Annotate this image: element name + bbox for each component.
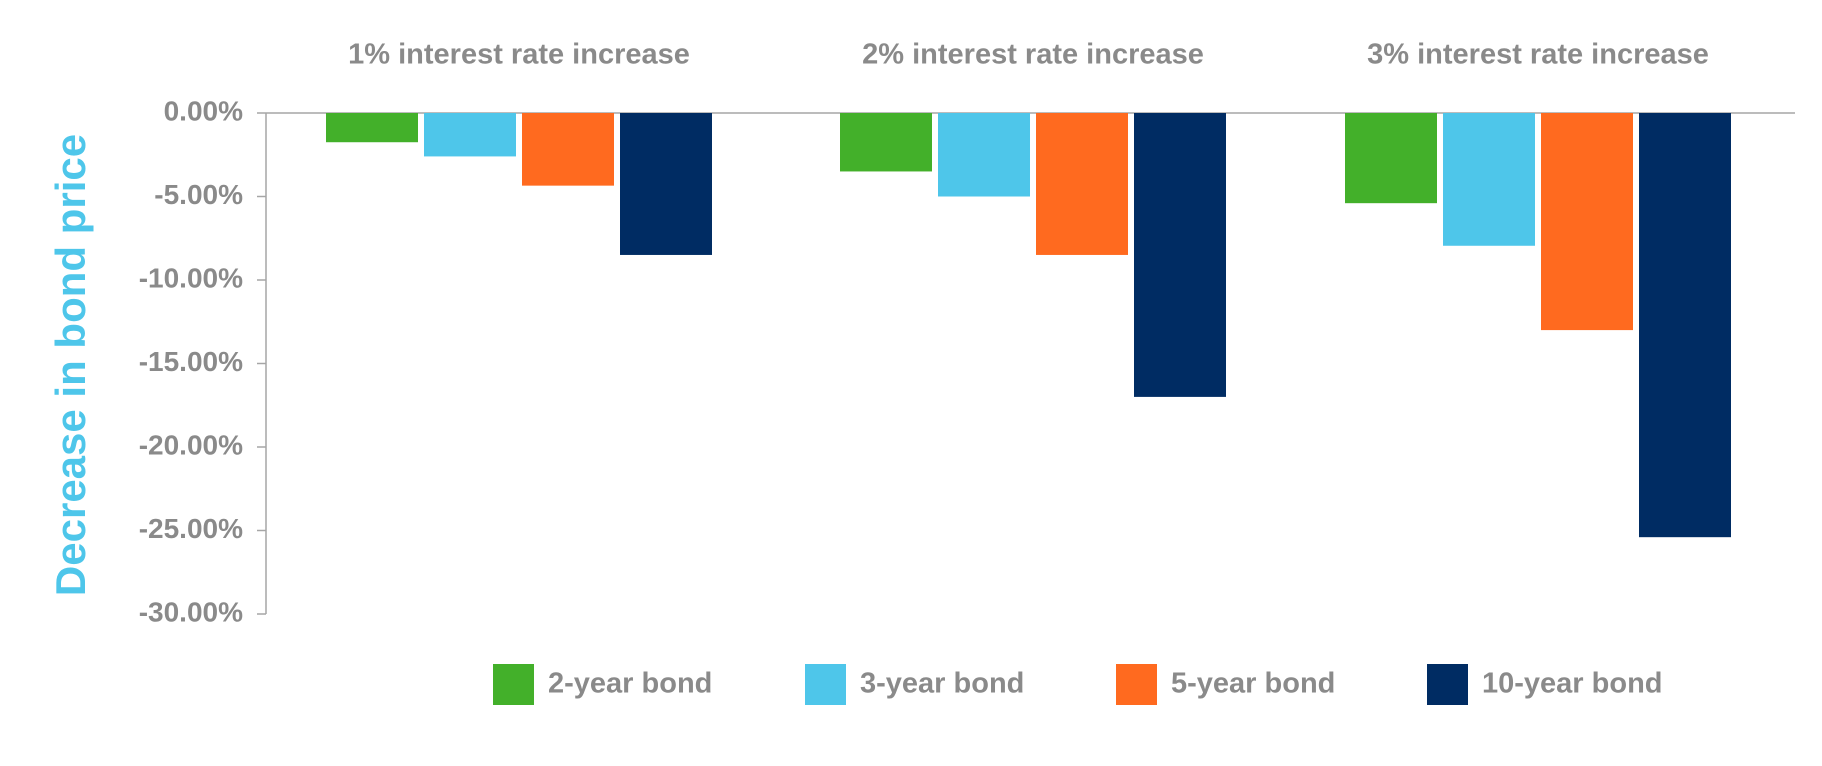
category-labels: 1% interest rate increase 2% interest rat… (348, 39, 1709, 71)
bar (522, 113, 614, 186)
bar (1036, 113, 1128, 255)
bar (620, 113, 712, 255)
legend-swatch (805, 664, 846, 705)
category-label: 1% interest rate increase (348, 39, 690, 71)
bar (938, 113, 1030, 197)
y-tick-label: -10.00% (139, 262, 243, 293)
y-axis-ticks: 0.00% -5.00% -10.00% -15.00% -20.00% -25.00% -… (139, 95, 266, 627)
y-tick-label: -5.00% (154, 179, 243, 210)
bar (1639, 113, 1731, 538)
bar (1345, 113, 1437, 204)
legend-swatch (493, 664, 534, 705)
category-label: 3% interest rate increase (1367, 39, 1709, 71)
y-axis-label: Decrease in bond price (47, 134, 94, 596)
legend-label: 2-year bond (548, 668, 712, 700)
legend-swatch (1427, 664, 1468, 705)
axis-lines (265, 112, 1795, 614)
bar (1541, 113, 1633, 331)
legend: 2-year bond 3-year bond 5-year bond 10-year… (493, 664, 1663, 705)
y-tick-label: -20.00% (139, 429, 243, 460)
category-label: 2% interest rate increase (862, 39, 1204, 71)
legend-swatch (1116, 664, 1157, 705)
bar (424, 113, 516, 157)
bars (326, 113, 1731, 538)
legend-label: 10-year bond (1482, 668, 1663, 700)
y-tick-label: 0.00% (164, 95, 243, 126)
bar (1134, 113, 1226, 397)
y-tick-label: -15.00% (139, 346, 243, 377)
y-tick-label: -30.00% (139, 596, 243, 627)
bar (840, 113, 932, 172)
legend-label: 5-year bond (1171, 668, 1335, 700)
bar (1443, 113, 1535, 246)
y-tick-label: -25.00% (139, 513, 243, 544)
legend-label: 3-year bond (860, 668, 1024, 700)
bar (326, 113, 418, 143)
